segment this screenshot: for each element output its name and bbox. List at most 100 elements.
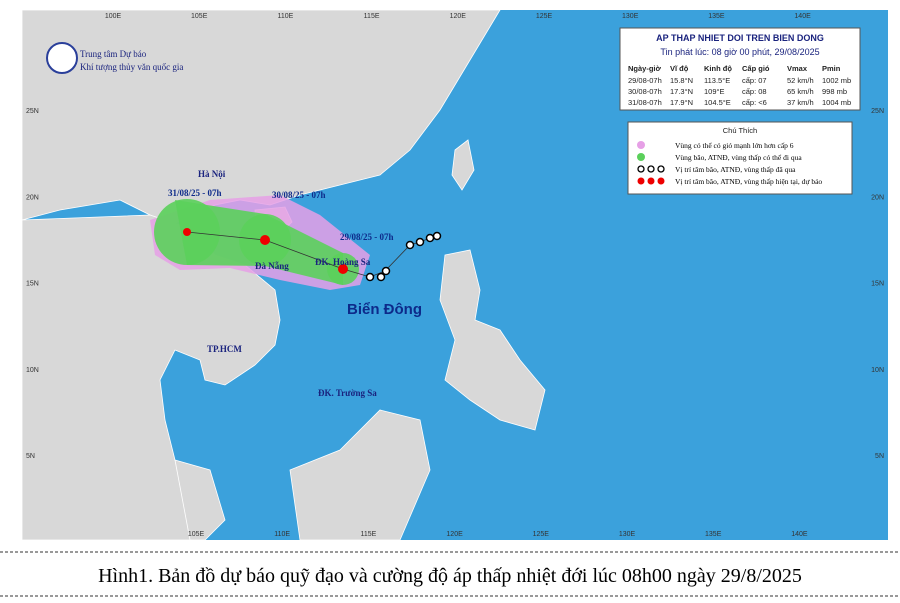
legend-item: Vị trí tâm bão, ATNĐ, vùng thấp hiện tại…	[675, 177, 822, 186]
lon-label: 115E	[360, 531, 376, 538]
place-label: Hà Nội	[198, 169, 226, 179]
lon-label: 125E	[536, 13, 553, 20]
lon-label: 135E	[705, 531, 722, 538]
place-label: TP.HCM	[207, 344, 242, 354]
lon-label: 110E	[277, 13, 293, 20]
lon-label: 120E	[450, 13, 467, 20]
lat-label: 10N	[26, 367, 39, 374]
legend-item: Vị trí tâm bão, ATNĐ, vùng thấp đã qua	[675, 165, 796, 174]
time-label: 31/08/25 - 07h	[168, 188, 222, 198]
philippines	[439, 249, 546, 431]
table-cell: 15.8°N	[670, 76, 693, 85]
table-header: Ngày-giờ	[628, 64, 662, 73]
malay	[174, 459, 226, 541]
legend-title: Chú Thích	[723, 126, 757, 135]
time-label: 30/08/25 - 07h	[272, 190, 326, 200]
current-point	[338, 264, 348, 274]
lat-label: 5N	[26, 453, 35, 460]
lon-label: 140E	[791, 531, 808, 538]
cone-body	[175, 200, 343, 285]
lon-label: 130E	[622, 13, 639, 20]
lon-label: 125E	[533, 531, 550, 538]
table-cell: 31/08-07h	[628, 98, 662, 107]
table-cell: 113.5°E	[704, 76, 730, 85]
lon-label: 110E	[274, 531, 290, 538]
legend: Chú Thích Vùng có thể có gió mạnh lớn hơ…	[627, 121, 853, 195]
table-cell: 998 mb	[822, 87, 847, 96]
table-cell: cấp: 07	[742, 76, 767, 85]
legend-panel	[627, 121, 853, 195]
forecast-point	[183, 228, 191, 236]
table-header: Vmax	[787, 64, 808, 73]
table-cell: 37 km/h	[787, 98, 814, 107]
logo-icon	[46, 42, 78, 74]
lat-label: 25N	[26, 108, 39, 115]
past-point	[432, 231, 442, 241]
table-cell: 30/08-07h	[628, 87, 662, 96]
info-title: AP THAP NHIET DOI TREN BIEN DONG	[656, 33, 824, 43]
place-label: Đà Nẵng	[255, 261, 289, 271]
places: Hà Nội Đà Nẵng ĐK. Hoàng Sa TP.HCM ĐK. T…	[168, 169, 422, 398]
table-cell: cấp: <6	[742, 98, 767, 107]
table-cell: 104.5°E	[704, 98, 731, 107]
past-point	[365, 272, 375, 282]
legend-symbol	[637, 153, 645, 161]
legend-symbol	[637, 165, 665, 173]
lat-label: 20N	[871, 194, 884, 201]
lon-label: 100E	[105, 13, 122, 20]
forecast-positions	[183, 228, 348, 274]
legend-symbol	[637, 177, 665, 185]
lon-label: 130E	[619, 531, 636, 538]
legend-symbol	[637, 141, 645, 149]
table-cell: 52 km/h	[787, 76, 814, 85]
table-header: Vĩ độ	[670, 64, 689, 73]
time-label: 29/08/25 - 07h	[340, 232, 394, 242]
table-cell: 1004 mb	[822, 98, 851, 107]
sea-label: Biển Đông	[347, 301, 422, 318]
legend-item: Vùng bão, ATNĐ, vùng thấp có thể đi qua	[675, 153, 802, 162]
lat-label: 20N	[26, 194, 39, 201]
logo-text: Khí tượng thủy văn quốc gia	[80, 62, 183, 72]
table-cell: 109°E	[704, 87, 725, 96]
table-cell: 65 km/h	[787, 87, 814, 96]
table-cell: 29/08-07h	[628, 76, 662, 85]
logo: Trung tâm Dự báo Khí tượng thủy văn quốc…	[46, 42, 183, 74]
lat-label: 15N	[26, 281, 39, 288]
info-table: Ngày-giờ Vĩ độ Kinh độ Cấp gió Vmax Pmin 29/08…	[628, 64, 851, 107]
lat-label: 25N	[871, 108, 884, 115]
past-point	[405, 240, 415, 250]
past-point	[425, 233, 435, 243]
place-label: ĐK. Hoàng Sa	[315, 257, 371, 267]
table-header: Cấp gió	[742, 64, 770, 73]
table-cell: cấp: 08	[742, 87, 767, 96]
taiwan	[451, 139, 475, 191]
lon-label: 115E	[364, 13, 380, 20]
info-panel	[619, 27, 861, 111]
lat-label: 10N	[871, 367, 884, 374]
past-positions	[365, 231, 442, 282]
table-header: Pmin	[822, 64, 841, 73]
past-point	[415, 237, 425, 247]
lat-label: 5N	[875, 453, 884, 460]
caption: Hình1. Bản đồ dự báo quỹ đạo và cường độ…	[98, 565, 802, 587]
graticule-labels: 100E 105E 110E 115E 120E 125E 130E 135E 140E 105E…	[26, 13, 884, 538]
place-label: ĐK. Trường Sa	[318, 388, 377, 398]
table-cell: 17.9°N	[670, 98, 693, 107]
info-box: AP THAP NHIET DOI TREN BIEN DONG Tin phá…	[619, 27, 861, 111]
legend-item: Vùng có thể có gió mạnh lớn hơn cấp 6	[675, 141, 794, 150]
table-cell: 17.3°N	[670, 87, 693, 96]
lon-label: 135E	[708, 13, 725, 20]
lat-label: 15N	[871, 281, 884, 288]
table-header: Kinh độ	[704, 64, 732, 73]
past-point	[376, 272, 386, 282]
past-point	[381, 266, 391, 276]
table-cell: 1002 mb	[822, 76, 851, 85]
logo-text: Trung tâm Dự báo	[80, 49, 147, 59]
borneo	[289, 409, 431, 541]
lon-label: 120E	[446, 531, 463, 538]
land	[21, 9, 546, 541]
lon-label: 105E	[188, 531, 205, 538]
lon-label: 105E	[191, 13, 208, 20]
lon-label: 140E	[794, 13, 811, 20]
